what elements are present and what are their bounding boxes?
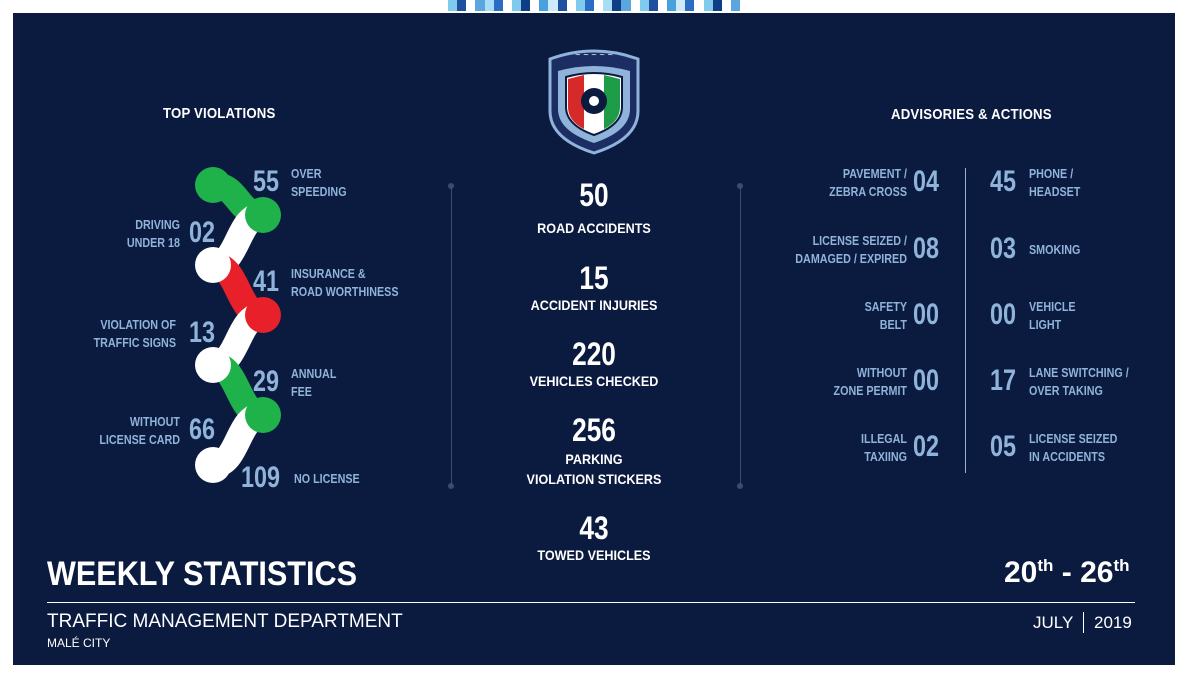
stat-value: 15 <box>579 260 609 296</box>
date-month: JULY <box>1033 613 1074 632</box>
divider-dot <box>448 483 454 489</box>
advisories-heading: ADVISORIES & ACTIONS <box>891 106 1052 123</box>
violation-value: 41 <box>253 265 280 298</box>
advisory-label: WITHOUT ZONE PERMIT <box>833 366 907 398</box>
advisory-value: 08 <box>913 232 940 265</box>
advisory-label: SAFETY BELT <box>864 300 907 332</box>
violation-value: 29 <box>253 365 280 398</box>
date-end: 26 <box>1080 556 1114 589</box>
stat-value: 256 <box>572 412 616 448</box>
decorative-top-stripe <box>448 0 740 11</box>
infographic-panel: ~ ~ ~ ~ ~ TOP VIOLATIONS 55 OVER SPEEDING… <box>13 13 1175 665</box>
date-start: 20 <box>1004 556 1038 589</box>
date-start-ordinal: th <box>1037 556 1054 575</box>
advisory-label: SMOKING <box>1029 243 1081 257</box>
advisory-value: 45 <box>990 165 1017 198</box>
advisory-value: 00 <box>990 298 1017 331</box>
divider <box>451 186 452 486</box>
advisory-label: ILLEGAL TAXIING <box>861 432 907 464</box>
violation-label: VIOLATION OF TRAFFIC SIGNS <box>93 318 176 350</box>
violation-label: OVER SPEEDING <box>291 167 347 199</box>
police-emblem-icon: ~ ~ ~ ~ ~ <box>548 49 640 155</box>
footer-rule <box>47 602 1135 603</box>
month-year-separator <box>1083 612 1084 633</box>
stat-value: 220 <box>572 336 616 372</box>
violation-label: DRIVING UNDER 18 <box>126 218 180 250</box>
violation-label: NO LICENSE <box>294 472 360 486</box>
stat-value: 50 <box>579 177 609 213</box>
divider-dot <box>448 183 454 189</box>
violation-label: WITHOUT LICENSE CARD <box>99 415 180 447</box>
date-end-ordinal: th <box>1113 556 1130 575</box>
stat-label: PARKING VIOLATION STICKERS <box>526 451 662 487</box>
advisories-divider <box>965 168 966 473</box>
advisory-label: PAVEMENT / ZEBRA CROSS <box>829 167 907 199</box>
top-violations-heading: TOP VIOLATIONS <box>163 105 276 122</box>
svg-text:~ ~ ~ ~ ~: ~ ~ ~ ~ ~ <box>575 51 613 59</box>
violation-value: 13 <box>188 316 215 349</box>
violation-value: 109 <box>241 461 281 494</box>
violation-label: ANNUAL FEE <box>291 367 337 399</box>
advisory-label: PHONE / HEADSET <box>1029 167 1081 199</box>
advisory-label: LICENSE SEIZED IN ACCIDENTS <box>1029 432 1118 464</box>
advisory-label: LANE SWITCHING / OVER TAKING <box>1029 366 1129 398</box>
advisory-value: 05 <box>990 430 1017 463</box>
department-name: TRAFFIC MANAGEMENT DEPARTMENT <box>47 611 403 632</box>
violation-value: 55 <box>253 165 280 198</box>
violation-label: INSURANCE & ROAD WORTHINESS <box>291 267 399 299</box>
advisory-value: 02 <box>913 430 940 463</box>
date-year: 2019 <box>1094 613 1132 632</box>
stat-label: ACCIDENT INJURIES <box>530 297 658 313</box>
advisory-value: 03 <box>990 232 1017 265</box>
weekly-statistics-title: WEEKLY STATISTICS <box>47 555 358 593</box>
stat-label: ROAD ACCIDENTS <box>537 220 651 236</box>
violations-chain-graphic <box>195 167 281 483</box>
advisory-value: 04 <box>913 165 940 198</box>
date-separator: - <box>1061 556 1072 589</box>
violation-value: 02 <box>188 216 215 249</box>
stat-label: TOWED VEHICLES <box>537 547 651 563</box>
advisory-value: 00 <box>913 364 940 397</box>
stat-value: 43 <box>579 510 609 546</box>
advisory-label: LICENSE SEIZED / DAMAGED / EXPIRED <box>795 234 907 266</box>
advisory-value: 00 <box>913 298 940 331</box>
advisory-label: VEHICLE LIGHT <box>1029 300 1076 332</box>
violation-value: 66 <box>188 413 215 446</box>
divider <box>740 186 741 486</box>
city-name: MALÉ CITY <box>47 636 111 650</box>
divider-dot <box>737 483 743 489</box>
date-range: 20th - 26th <box>1004 556 1130 590</box>
stat-label: VEHICLES CHECKED <box>529 373 659 389</box>
divider-dot <box>737 183 743 189</box>
advisory-value: 17 <box>990 364 1017 397</box>
